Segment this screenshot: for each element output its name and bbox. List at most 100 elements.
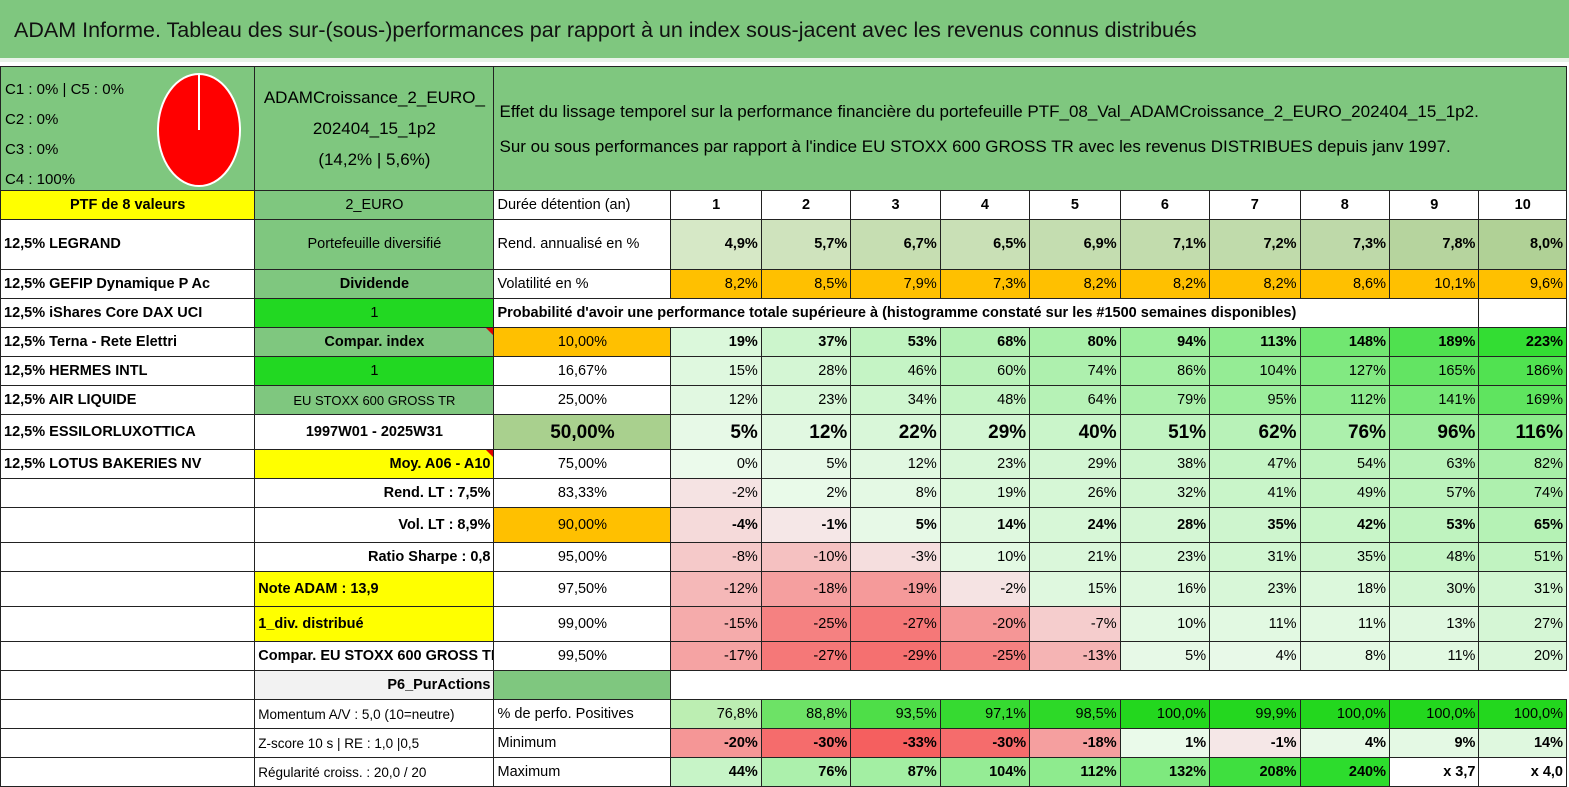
probability-value: 15%: [670, 356, 762, 386]
probability-value: 79%: [1119, 385, 1211, 415]
probability-value: 24%: [1029, 507, 1121, 543]
probability-value: 31%: [1209, 542, 1301, 572]
performance-table: C1 : 0% | C5 : 0% C2 : 0% C3 : 0% C4 : 100%…: [0, 66, 1567, 787]
probability-value: -25%: [939, 641, 1031, 671]
probability-value: -7%: [1029, 606, 1121, 642]
probability-value: -27%: [850, 606, 941, 642]
empty-cell: [0, 571, 256, 607]
probability-value: 0%: [670, 449, 762, 479]
probability-value: 11%: [1388, 641, 1480, 671]
probability-value: 64%: [1029, 385, 1121, 415]
table-row: 12,5% GEFIP Dynamique P Ac Dividende Volat…: [0, 269, 1567, 299]
fund-name-line1: ADAMCroissance_2_EURO_: [263, 88, 485, 107]
empty-cell: [0, 606, 256, 642]
holding-name: 12,5% LEGRAND: [0, 219, 256, 270]
maximum-label: Maximum: [493, 757, 672, 787]
probability-value: -13%: [1029, 641, 1121, 671]
probability-value: 19%: [939, 478, 1031, 508]
positive-value: 98,5%: [1029, 699, 1121, 729]
probability-threshold: 95,00%: [493, 542, 672, 572]
probability-threshold: 97,50%: [493, 571, 672, 607]
probability-value: 8%: [850, 478, 941, 508]
composition-list: C1 : 0% | C5 : 0% C2 : 0% C3 : 0% C4 : 100%: [5, 75, 124, 190]
probability-value: -4%: [670, 507, 762, 543]
rend-value: 7,8%: [1388, 219, 1480, 270]
maximum-value: 208%: [1209, 757, 1301, 787]
comment-marker: [486, 328, 493, 335]
probability-value: 94%: [1119, 327, 1211, 357]
table-row: Compar. EU STOXX 600 GROSS TR 99,50% -17% -…: [0, 641, 1567, 671]
probability-value: 18%: [1299, 571, 1391, 607]
rend-value: 7,2%: [1209, 219, 1301, 270]
table-row: C1 : 0% | C5 : 0% C2 : 0% C3 : 0% C4 : 100%…: [0, 66, 1567, 191]
composition-pie-chart: [157, 73, 241, 187]
vol-value: 10,1%: [1388, 269, 1480, 299]
composition-line: C3 : 0%: [5, 141, 59, 158]
vol-value: 9,6%: [1478, 269, 1567, 299]
probability-value: 47%: [1209, 449, 1301, 479]
probability-value: 127%: [1299, 356, 1391, 386]
probability-value: -18%: [760, 571, 852, 607]
composition-line: C2 : 0%: [5, 111, 59, 128]
comment-marker: [486, 450, 493, 457]
maximum-value: 104%: [939, 757, 1031, 787]
vol-value: 8,2%: [670, 269, 762, 299]
probability-value: 5%: [1119, 641, 1211, 671]
holding-name: 12,5% Terna - Rete Elettri: [0, 327, 256, 357]
composition-cell: C1 : 0% | C5 : 0% C2 : 0% C3 : 0% C4 : 100%: [0, 66, 256, 191]
empty-cell: [1478, 298, 1567, 328]
probability-value: 27%: [1478, 606, 1567, 642]
probability-value: 49%: [1299, 478, 1391, 508]
rend-value: 8,0%: [1478, 219, 1567, 270]
empty-cell: [493, 670, 672, 700]
fund-stats: (14,2% | 5,6%): [318, 150, 431, 169]
maximum-value: x 4,0: [1478, 757, 1567, 787]
probability-value: 35%: [1209, 507, 1301, 543]
maximum-value: 112%: [1029, 757, 1121, 787]
probability-value: 96%: [1388, 414, 1480, 450]
probability-value: 30%: [1388, 571, 1480, 607]
probability-value: -10%: [760, 542, 852, 572]
duration-header: 6: [1119, 190, 1211, 220]
portfolio-type: Portefeuille diversifié: [254, 219, 495, 270]
maximum-value: x 3,7: [1388, 757, 1480, 787]
duration-header: 7: [1209, 190, 1301, 220]
table-row: Rend. LT : 7,5% 83,33% -2% 2% 8% 19% 26% 32% 41%…: [0, 478, 1567, 508]
probability-value: 148%: [1299, 327, 1391, 357]
probability-value: 2%: [760, 478, 852, 508]
probability-value: 37%: [760, 327, 852, 357]
probability-value: 53%: [1388, 507, 1480, 543]
description-line1: Effet du lissage temporel sur la perform…: [499, 101, 1479, 121]
minimum-value: -33%: [850, 728, 941, 758]
dividend-cell: Dividende: [254, 269, 495, 299]
probability-value: 12%: [670, 385, 762, 415]
probability-value: 5%: [670, 414, 762, 450]
description-line2: Sur ou sous performances par rapport à l…: [499, 136, 1451, 156]
probability-value: 23%: [939, 449, 1031, 479]
probability-value: 13%: [1388, 606, 1480, 642]
table-row: Momentum A/V : 5,0 (10=neutre)% de perfo…: [0, 699, 1567, 729]
probability-value: 4%: [1209, 641, 1301, 671]
minimum-label: Minimum: [493, 728, 672, 758]
duration-header: 5: [1029, 190, 1121, 220]
probability-value: 51%: [1119, 414, 1211, 450]
rend-value: 7,3%: [1299, 219, 1391, 270]
probability-value: 74%: [1029, 356, 1121, 386]
probability-value: 65%: [1478, 507, 1567, 543]
minimum-value: -1%: [1209, 728, 1301, 758]
probability-threshold: 16,67%: [493, 356, 672, 386]
probability-value: 32%: [1119, 478, 1211, 508]
probability-value: 54%: [1299, 449, 1391, 479]
side-info-cell: Note ADAM : 13,9: [254, 571, 495, 607]
side-info-cell: 1: [254, 356, 495, 386]
probability-threshold: 83,33%: [493, 478, 672, 508]
empty-cell: [670, 670, 1567, 700]
vol-value: 8,2%: [1029, 269, 1121, 299]
holding-name: 12,5% HERMES INTL: [0, 356, 256, 386]
vol-value: 8,6%: [1299, 269, 1391, 299]
positive-value: 100,0%: [1299, 699, 1391, 729]
probability-value: 68%: [939, 327, 1031, 357]
table-row: Z-score 10 s | RE : 1,0 |0,5 Minimum -20% -…: [0, 728, 1567, 758]
probability-value: 48%: [939, 385, 1031, 415]
empty-cell: [0, 542, 256, 572]
